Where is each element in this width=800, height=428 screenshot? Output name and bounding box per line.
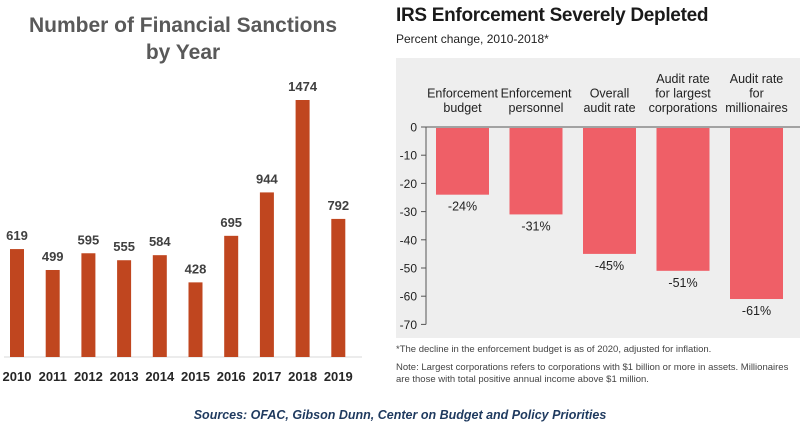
left-chart-title-line2: by Year xyxy=(145,41,221,64)
sanctions-bar-2014 xyxy=(152,255,167,357)
sanctions-value-label-2016: 695 xyxy=(220,215,242,230)
sanctions-year-label-2010: 2010 xyxy=(3,369,32,384)
y-tick-label-0: 0 xyxy=(410,121,417,135)
irs-category-label-3: audit rate xyxy=(583,101,635,115)
irs-value-label-4: -51% xyxy=(668,276,697,290)
sanctions-year-label-2011: 2011 xyxy=(39,369,67,384)
right-chart-title: IRS Enforcement Severely Depleted xyxy=(396,5,709,26)
sources-caption: Sources: OFAC, Gibson Dunn, Center on Bu… xyxy=(193,408,607,422)
sanctions-value-label-2012: 595 xyxy=(78,232,100,247)
sanctions-bar-2018 xyxy=(295,100,310,357)
irs-category-label-4: for largest xyxy=(655,87,711,101)
irs-value-label-5: -61% xyxy=(742,304,771,318)
y-tick-label--10: -10 xyxy=(400,149,418,163)
irs-category-label-5: Audit rate xyxy=(730,72,784,86)
sanctions-value-label-2013: 555 xyxy=(113,239,135,254)
irs-category-label-3: Overall xyxy=(590,87,630,101)
sanctions-year-label-2013: 2013 xyxy=(110,369,139,384)
sanctions-year-label-2014: 2014 xyxy=(145,369,175,384)
irs-enforcement-bar-chart: 0-10-20-30-40-50-60-70-24%Enforcementbud… xyxy=(396,58,800,338)
sanctions-bar-2010 xyxy=(10,249,24,357)
y-tick-label--40: -40 xyxy=(400,233,418,247)
sanctions-value-label-2018: 1474 xyxy=(288,79,318,94)
sanctions-value-label-2017: 944 xyxy=(256,171,278,186)
sanctions-bar-2012 xyxy=(81,253,96,357)
irs-category-label-1: Enforcement xyxy=(427,87,498,101)
sanctions-value-label-2011: 499 xyxy=(42,249,64,264)
irs-category-label-5: for xyxy=(749,87,764,101)
irs-bar-2 xyxy=(509,128,563,215)
sanctions-year-label-2016: 2016 xyxy=(217,369,246,384)
sanctions-value-label-2010: 619 xyxy=(6,228,28,243)
sanctions-bar-2013 xyxy=(117,260,132,357)
note-definitions-line2: are those with total positive annual inc… xyxy=(396,374,649,385)
y-tick-label--50: -50 xyxy=(400,262,418,276)
irs-category-label-2: personnel xyxy=(509,101,564,115)
irs-category-label-2: Enforcement xyxy=(501,87,572,101)
sanctions-year-label-2015: 2015 xyxy=(181,369,210,384)
irs-category-label-4: Audit rate xyxy=(656,72,710,86)
irs-bar-4 xyxy=(656,128,710,271)
sanctions-bar-2017 xyxy=(259,192,274,357)
y-tick-label--20: -20 xyxy=(400,177,418,191)
irs-value-label-3: -45% xyxy=(595,259,624,273)
irs-bar-1 xyxy=(436,128,489,195)
sanctions-year-label-2017: 2017 xyxy=(252,369,281,384)
sanctions-value-label-2015: 428 xyxy=(185,261,207,276)
left-chart-title-line1: Number of Financial Sanctions xyxy=(28,14,338,37)
sanctions-year-label-2012: 2012 xyxy=(74,369,103,384)
irs-category-label-5: millionaires xyxy=(725,101,788,115)
irs-bar-5 xyxy=(730,128,783,300)
irs-value-label-1: -24% xyxy=(448,200,477,214)
note-definitions-line1: Note: Largest corporations refers to cor… xyxy=(396,362,789,373)
sanctions-bar-2015 xyxy=(188,282,203,357)
sanctions-bar-chart: 619 2010 499 2011 595 2012 555 2013 584 2014 428 20… xyxy=(3,79,362,384)
irs-category-label-1: budget xyxy=(443,101,482,115)
sanctions-bar-2016 xyxy=(224,235,239,357)
sanctions-bar-2011 xyxy=(45,269,60,357)
sanctions-value-label-2019: 792 xyxy=(327,198,349,213)
sanctions-value-label-2014: 584 xyxy=(149,234,171,249)
y-tick-label--30: -30 xyxy=(400,205,418,219)
y-tick-label--70: -70 xyxy=(400,318,418,332)
y-tick-label--60: -60 xyxy=(400,290,418,304)
irs-bar-3 xyxy=(583,128,636,254)
sanctions-year-label-2018: 2018 xyxy=(288,369,317,384)
irs-value-label-2: -31% xyxy=(521,219,550,233)
irs-category-label-4: corporations xyxy=(649,101,718,115)
sanctions-year-label-2019: 2019 xyxy=(324,369,353,384)
footnote-inflation: *The decline in the enforcement budget i… xyxy=(396,344,712,355)
right-chart-subtitle: Percent change, 2010-2018* xyxy=(396,32,549,46)
sanctions-bar-2019 xyxy=(331,218,346,357)
